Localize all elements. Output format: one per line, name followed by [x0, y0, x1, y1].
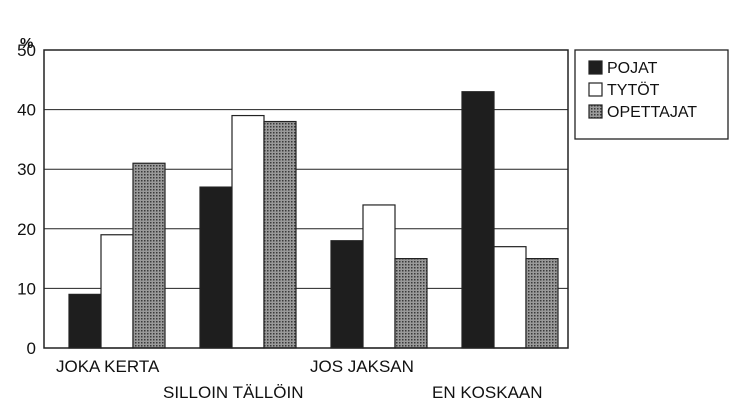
- bar-tytöt-1: [100, 234, 134, 349]
- bar-opettajat-2: [263, 120, 297, 349]
- y-tick-label: 30: [17, 160, 36, 179]
- legend-label-tytöt: TYTÖT: [607, 81, 660, 99]
- bar-pojat-4: [461, 91, 495, 349]
- bar-tytöt-3: [362, 204, 396, 349]
- bar-opettajat-4: [525, 258, 559, 349]
- bar-tytöt-2: [231, 114, 265, 349]
- y-axis-ticks: 0 10 20 30 40 50: [17, 41, 36, 358]
- x-category-label: EN KOSKAAN: [432, 383, 543, 401]
- legend-swatch-pojat: [588, 60, 603, 75]
- x-category-label: JOS JAKSAN: [310, 357, 414, 376]
- bar-opettajat-3: [394, 258, 428, 349]
- legend: POJAT TYTÖT OPETTAJAT: [574, 49, 729, 140]
- bar-pojat-1: [68, 293, 102, 349]
- y-tick-label: 20: [17, 220, 36, 239]
- x-category-label: JOKA KERTA: [56, 357, 160, 376]
- plot-frame: [43, 49, 569, 349]
- bar-opettajat-1: [132, 162, 166, 349]
- y-tick-label: 50: [17, 41, 36, 60]
- bar-tytöt-4: [493, 246, 527, 349]
- legend-label-pojat: POJAT: [607, 60, 658, 77]
- legend-swatch-opettajat: [588, 104, 603, 119]
- y-tick-label: 10: [17, 279, 36, 298]
- y-tick-label: 40: [17, 101, 36, 120]
- legend-swatch-tytöt: [588, 82, 603, 97]
- bars: [68, 91, 559, 349]
- y-tick-label: 0: [27, 339, 36, 358]
- x-category-label: SILLOIN TÄLLÖIN: [163, 383, 303, 401]
- bar-pojat-3: [330, 240, 364, 349]
- legend-label-opettajat: OPETTAJAT: [607, 104, 697, 121]
- bar-pojat-2: [199, 186, 233, 349]
- legend-frame: [574, 49, 729, 140]
- y-axis-unit-label: %: [20, 35, 33, 52]
